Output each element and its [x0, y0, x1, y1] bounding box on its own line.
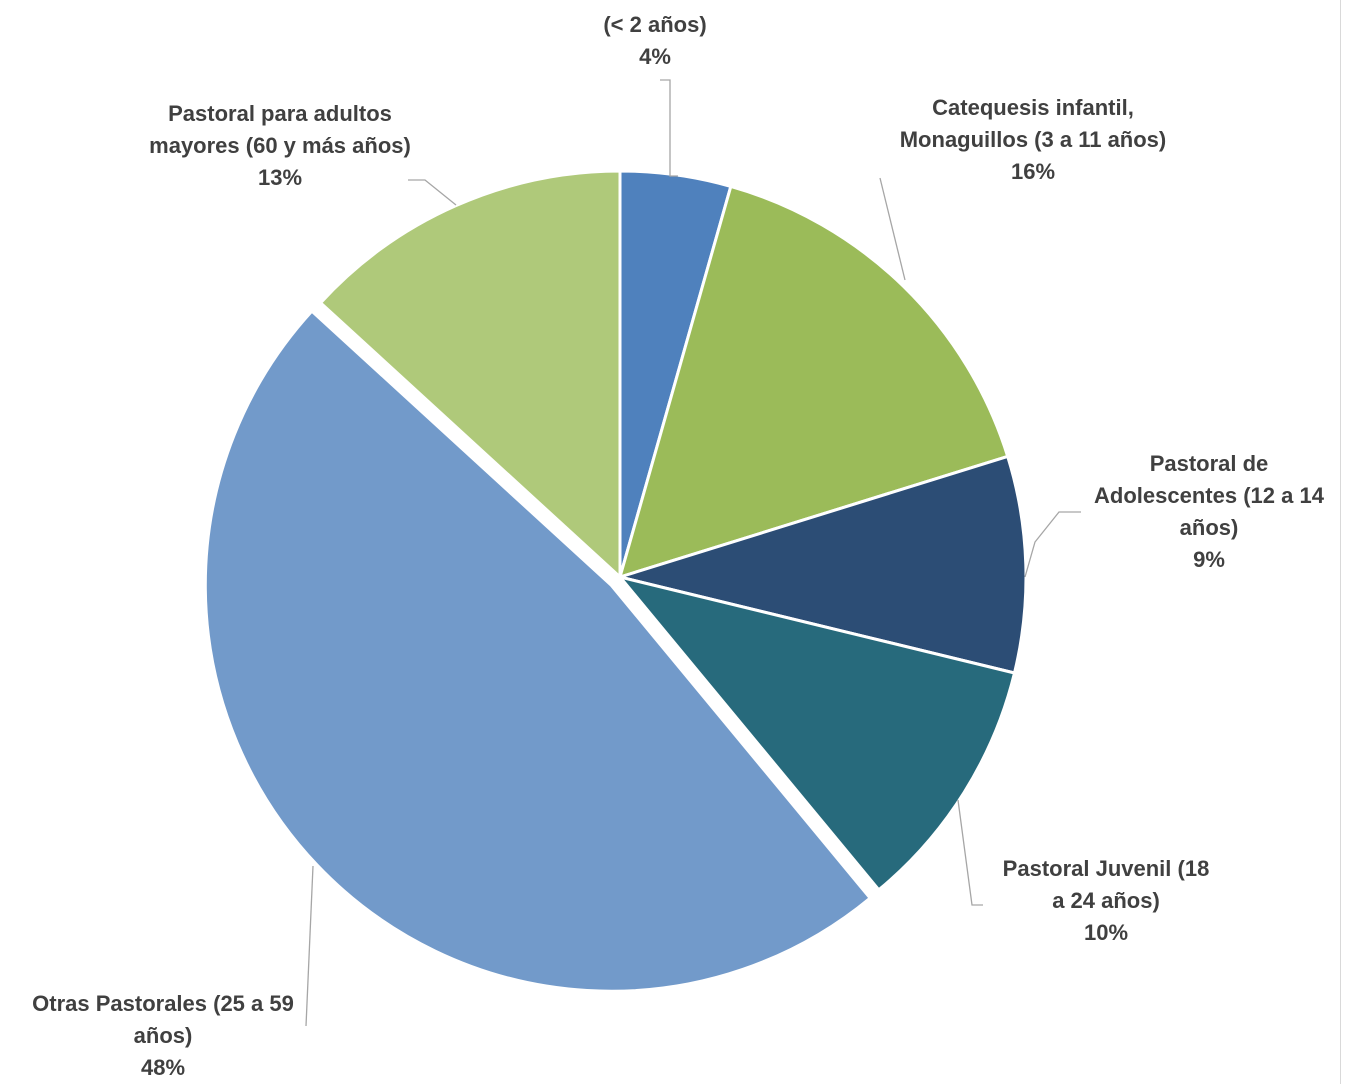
leader-line	[408, 179, 457, 206]
slice-percent-label: 48%	[141, 1055, 185, 1080]
slice-label: Otras Pastorales (25 a 59 años) 48%	[32, 991, 294, 1080]
labels-layer: (< 2 años) 4% Catequesis infantil, Monaguil…	[32, 12, 1325, 1080]
leader-line	[305, 865, 314, 1027]
slice-label-line: Pastoral para adultos	[168, 101, 392, 126]
slice-percent-label: 10%	[1084, 920, 1128, 945]
slice-label-line: Catequesis infantil,	[932, 95, 1134, 120]
slice-label: Pastoral de Adolescentes (12 a 14 años) 9%	[1094, 451, 1325, 572]
slice-label-line: Otras Pastorales (25 a 59	[32, 991, 294, 1016]
slice-label: (< 2 años) 4%	[603, 12, 706, 69]
pie-slice	[618, 575, 1016, 892]
chart-frame-border	[1340, 0, 1341, 1084]
slice-label: Pastoral Juvenil (18 a 24 años) 10%	[1003, 856, 1210, 945]
slice-label-line: Adolescentes (12 a 14	[1094, 483, 1325, 508]
leader-line	[660, 79, 678, 177]
slice-percent-label: 4%	[639, 44, 671, 69]
slice-label-line: Monaguillos (3 a 11 años)	[900, 127, 1167, 152]
slice-label-line: (< 2 años)	[603, 12, 706, 37]
leader-line	[957, 799, 983, 906]
pie-slice	[319, 169, 622, 579]
slice-label-line: Pastoral Juvenil (18	[1003, 856, 1210, 881]
pie-slice	[618, 454, 1028, 675]
slices-layer	[203, 169, 1028, 993]
slice-percent-label: 13%	[258, 165, 302, 190]
pie-slice	[203, 309, 872, 993]
slice-percent-label: 9%	[1193, 547, 1225, 572]
slice-label-line: a 24 años)	[1052, 888, 1160, 913]
slice-label-line: años)	[1180, 515, 1239, 540]
slice-percent-label: 16%	[1011, 159, 1055, 184]
slice-label-line: Pastoral de	[1150, 451, 1269, 476]
slice-label: Catequesis infantil, Monaguillos (3 a 11 …	[900, 95, 1167, 184]
slice-label: Pastoral para adultos mayores (60 y más a…	[149, 101, 411, 190]
leader-line	[879, 177, 906, 281]
pie-slice	[618, 184, 1010, 579]
leader-line	[1024, 511, 1081, 578]
leader-lines-layer	[305, 79, 1081, 1027]
slice-label-line: años)	[134, 1023, 193, 1048]
slice-label-line: mayores (60 y más años)	[149, 133, 411, 158]
